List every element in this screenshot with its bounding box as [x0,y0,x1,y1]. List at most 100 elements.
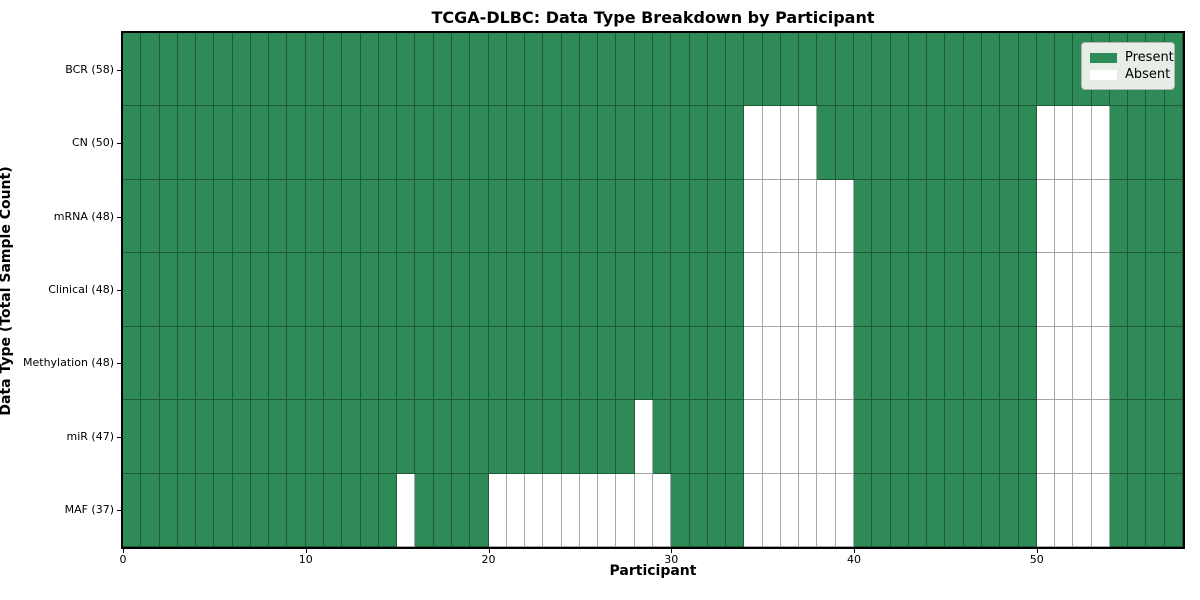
heatmap-cell [1164,326,1183,401]
heatmap-cell [780,400,800,474]
heatmap-cell [981,253,1001,327]
heatmap-cell [817,400,836,474]
heatmap-cell [1128,253,1147,327]
y-tick-mark [117,143,121,145]
x-tick-label: 20 [481,553,496,566]
heatmap-cell [854,400,873,474]
heatmap-grid [123,33,1183,547]
heatmap-cell [1000,33,1019,107]
heatmap-cell [1091,400,1110,474]
heatmap-cell [963,326,982,401]
heatmap-cell [854,473,873,547]
x-tick-mark [671,549,673,553]
heatmap-cell [927,400,946,474]
heatmap-cell [1091,253,1110,327]
heatmap-cell [1073,106,1092,180]
heatmap-cell [963,33,982,107]
heatmap-cell [415,253,434,327]
legend-label-present: Present [1125,50,1174,65]
heatmap-cell [1164,106,1183,180]
heatmap-cell [378,473,398,547]
heatmap-cell [872,326,891,401]
heatmap-cell [726,179,745,254]
heatmap-cell [360,473,379,547]
heatmap-cell [305,253,325,327]
heatmap-cell [196,253,215,327]
heatmap-cell [1109,473,1129,547]
heatmap-cell [945,106,964,180]
heatmap-cell [415,326,434,401]
heatmap-cell [671,33,690,107]
heatmap-cell [287,326,306,401]
heatmap-cell [397,179,416,254]
heatmap-cell [561,326,580,401]
heatmap-cell [141,106,160,180]
heatmap-cell [598,106,617,180]
heatmap-cell [342,253,361,327]
heatmap-cell [543,253,562,327]
heatmap-cell [159,473,178,547]
heatmap-cell [890,106,909,180]
heatmap-cell [287,253,306,327]
heatmap-cell [945,179,964,254]
heatmap-cell [927,33,946,107]
heatmap-cell [689,400,708,474]
y-tick-label-miR: miR (47) [66,429,115,443]
heatmap-cell [433,326,452,401]
heatmap-cell [981,106,1001,180]
heatmap-cell [1055,179,1074,254]
present-swatch [1090,52,1117,63]
heatmap-cell [634,106,653,180]
heatmap-cell [872,179,891,254]
heatmap-cell [451,400,471,474]
heatmap-cell [634,326,653,401]
heatmap-cell [543,400,562,474]
heatmap-cell [835,326,855,401]
heatmap-cell [963,253,982,327]
heatmap-cell [269,106,288,180]
heatmap-cell [324,400,343,474]
heatmap-cell [817,253,836,327]
heatmap-cell [908,253,928,327]
heatmap-cell [305,326,325,401]
heatmap-cell [707,33,727,107]
heatmap-cell [616,33,635,107]
heatmap-cell [744,106,763,180]
heatmap-cell [324,253,343,327]
heatmap-cell [525,326,544,401]
x-tick-label: 50 [1029,553,1044,566]
heatmap-cell [196,33,215,107]
heatmap-cell [488,400,507,474]
heatmap-cell [1109,400,1129,474]
heatmap-cell [1146,400,1165,474]
heatmap-cell [872,253,891,327]
heatmap-cell [652,326,672,401]
heatmap-cell [470,400,489,474]
heatmap-cell [433,253,452,327]
heatmap-cell [177,473,197,547]
heatmap-cell [1146,253,1165,327]
heatmap-cell [780,473,800,547]
heatmap-cell [945,473,964,547]
heatmap-cell [1164,253,1183,327]
chart-title: TCGA-DLBC: Data Type Breakdown by Partic… [431,8,875,27]
heatmap-cell [324,106,343,180]
heatmap-cell [287,33,306,107]
heatmap-cell [799,400,818,474]
heatmap-cell [671,179,690,254]
heatmap-cell [981,326,1001,401]
heatmap-cell [890,473,909,547]
y-tick-label-mRNA: mRNA (48) [53,209,114,223]
heatmap-cell [1018,473,1037,547]
heatmap-cell [250,473,270,547]
heatmap-cell [799,179,818,254]
heatmap-cell [397,33,416,107]
heatmap-cell [780,106,800,180]
legend-item-absent: Absent [1090,66,1170,83]
heatmap-cell [433,33,452,107]
heatmap-cell [196,106,215,180]
heatmap-cell [342,473,361,547]
heatmap-cell [159,253,178,327]
heatmap-cell [872,400,891,474]
heatmap-cell [123,179,142,254]
